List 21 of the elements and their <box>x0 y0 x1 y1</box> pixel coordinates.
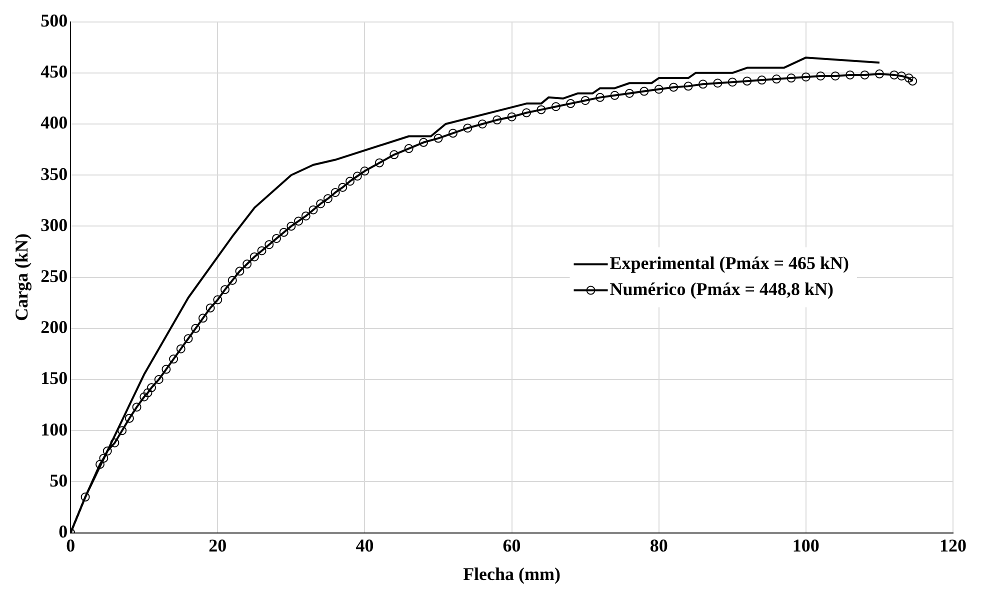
y-axis-title: Carga (kN) <box>11 234 32 322</box>
x-tick-label: 80 <box>650 535 668 556</box>
y-tick-label: 50 <box>50 470 68 490</box>
legend-label: Numérico (Pmáx = 448,8 kN) <box>610 278 834 299</box>
x-tick-label: 120 <box>940 535 966 556</box>
y-tick-label: 300 <box>40 214 68 235</box>
y-tick-label: 0 <box>58 521 68 542</box>
y-tick-label: 100 <box>40 419 68 440</box>
x-tick-label: 100 <box>792 535 820 556</box>
x-axis-title: Flecha (mm) <box>463 564 561 584</box>
y-tick-label: 200 <box>40 317 68 338</box>
y-tick-label: 150 <box>40 368 68 388</box>
legend-label: Experimental (Pmáx = 465 kN) <box>610 252 850 273</box>
y-tick-label: 400 <box>40 112 68 133</box>
x-tick-label: 60 <box>502 535 521 556</box>
y-tick-label: 350 <box>40 164 68 184</box>
y-tick-label: 450 <box>40 62 68 82</box>
y-tick-label: 250 <box>40 266 68 286</box>
x-tick-label: 20 <box>208 535 227 556</box>
x-tick-label: 40 <box>356 535 374 556</box>
y-tick-label: 500 <box>40 10 68 30</box>
